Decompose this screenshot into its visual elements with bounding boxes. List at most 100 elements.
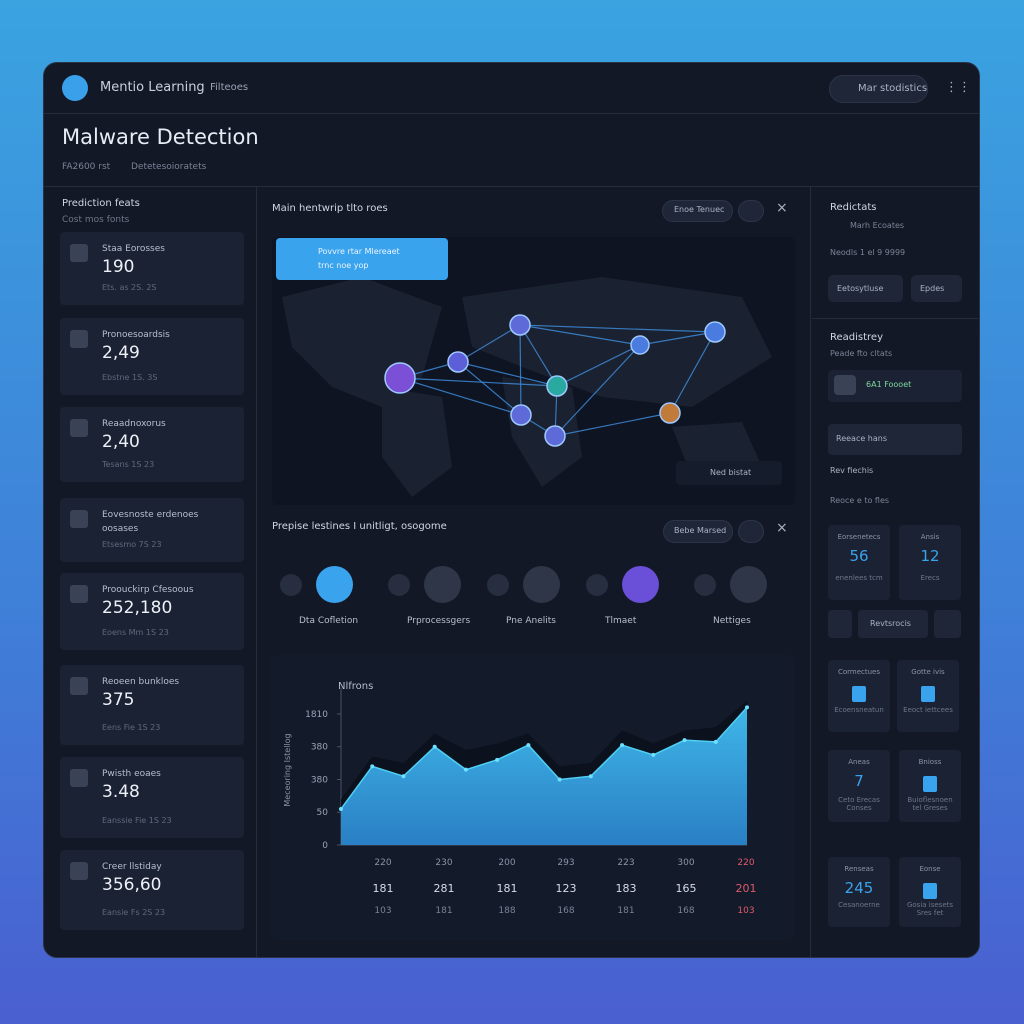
button-text: Bebe Marsed: [674, 526, 727, 535]
card-label: Reaadnoxorus: [102, 419, 166, 429]
badge-icon: [834, 375, 856, 395]
tile[interactable]: [828, 857, 890, 927]
card-icon: [70, 585, 88, 603]
section-title: Readistrey: [830, 332, 883, 343]
stat-card[interactable]: [60, 665, 244, 745]
land: [382, 387, 452, 497]
tile[interactable]: [828, 525, 890, 600]
breadcrumb[interactable]: Filteoes: [210, 82, 249, 93]
button-text: Eetosytluse: [837, 284, 884, 293]
card-value: 375: [102, 690, 135, 710]
icon-button[interactable]: [738, 520, 764, 543]
step-node[interactable]: [424, 566, 461, 603]
close[interactable]: ×: [776, 520, 788, 536]
step-dot: [487, 574, 509, 596]
table-cell: 168: [677, 906, 694, 916]
point: [339, 806, 343, 811]
stat-card[interactable]: [60, 573, 244, 650]
legend-text: Ned bistat: [710, 468, 752, 477]
step-node[interactable]: [523, 566, 560, 603]
tile-sub: Ceto Erecas Conses: [838, 796, 880, 812]
pager[interactable]: [858, 610, 928, 638]
card-sub: Tesans 1S 23: [102, 460, 155, 469]
step-node[interactable]: [622, 566, 659, 603]
card-label: Pwisth eoaes: [102, 769, 161, 779]
card-label: Creer llstiday: [102, 862, 162, 872]
y-tick-label: 380: [311, 743, 328, 753]
icon-button[interactable]: [738, 200, 764, 222]
card-icon: [70, 510, 88, 528]
button[interactable]: [911, 275, 962, 302]
table-cell: 165: [676, 882, 697, 895]
tile-icon: [923, 776, 937, 792]
point: [526, 743, 531, 748]
y-tick-label: 380: [311, 775, 328, 785]
card-value: 356,60: [102, 875, 162, 895]
logo[interactable]: [62, 75, 88, 101]
button[interactable]: [828, 275, 903, 302]
map-title: Main hentwrip tlto roes: [272, 203, 388, 214]
stat-card[interactable]: [60, 757, 244, 838]
card-sub: Eoens Mm 1S 23: [102, 628, 169, 637]
link: [399, 377, 522, 416]
point: [745, 705, 749, 710]
map-button[interactable]: [662, 200, 733, 222]
stat-card[interactable]: [60, 318, 244, 395]
step-label: Pne Anelits: [506, 616, 556, 626]
menu-icon[interactable]: ⋮⋮: [945, 80, 971, 95]
node: [544, 425, 566, 447]
close[interactable]: ×: [776, 200, 788, 216]
card-icon: [70, 419, 88, 437]
land: [462, 277, 772, 407]
card-sub: Eanssie Fie 1S 23: [102, 816, 172, 825]
pager-prev[interactable]: [828, 610, 852, 638]
step-node[interactable]: [730, 566, 767, 603]
search[interactable]: [829, 75, 928, 103]
point: [713, 739, 718, 744]
meta: Detetesoioratets: [131, 162, 207, 172]
card-value: 3.48: [102, 782, 140, 802]
page-title: Malware Detection: [62, 125, 259, 149]
label: Rev fiechis: [830, 466, 874, 475]
button-text: Epdes: [920, 284, 945, 293]
divider: [44, 113, 979, 114]
link: [519, 324, 641, 346]
step-node[interactable]: [316, 566, 353, 603]
pager-next[interactable]: [934, 610, 961, 638]
table-cell: 103: [374, 906, 391, 916]
tile-value: 7: [854, 772, 864, 790]
step-label: Prprocessgers: [407, 616, 471, 626]
chart-panel: Nlfrons Meceoring Istellog 0 50 380 380 1810 22…: [270, 655, 795, 940]
map-legend[interactable]: [676, 461, 782, 485]
x-label: 223: [617, 858, 634, 868]
card-icon: [70, 769, 88, 787]
point: [495, 757, 500, 762]
link: [519, 324, 716, 333]
point: [370, 764, 375, 769]
point: [620, 743, 625, 748]
tile[interactable]: [828, 750, 890, 822]
table-cell: 183: [616, 882, 637, 895]
tooltip[interactable]: [276, 238, 448, 280]
pipeline-button[interactable]: [663, 520, 733, 543]
x-label: 293: [557, 858, 574, 868]
note: Neodls 1 el 9 9999: [830, 248, 906, 257]
pager-text: Revtsrocis: [870, 619, 911, 628]
stat-card[interactable]: [60, 407, 244, 482]
select[interactable]: [828, 424, 962, 455]
card-sub: Ebstne 1S. 3S: [102, 373, 158, 382]
table-cell: 188: [498, 906, 515, 916]
stat-card[interactable]: [60, 850, 244, 930]
step-dot: [586, 574, 608, 596]
tile-sub: enenlees tcm: [835, 574, 883, 582]
chart-title: Nlfrons: [338, 681, 373, 692]
stat-card[interactable]: [60, 232, 244, 305]
meta: FA2600 rst: [62, 162, 111, 172]
tile[interactable]: [899, 525, 961, 600]
link: [554, 412, 671, 437]
tile-label: Gotte ivis: [911, 668, 945, 676]
stat-card[interactable]: [60, 498, 244, 562]
point: [588, 774, 593, 779]
table-cell: 201: [736, 882, 757, 895]
